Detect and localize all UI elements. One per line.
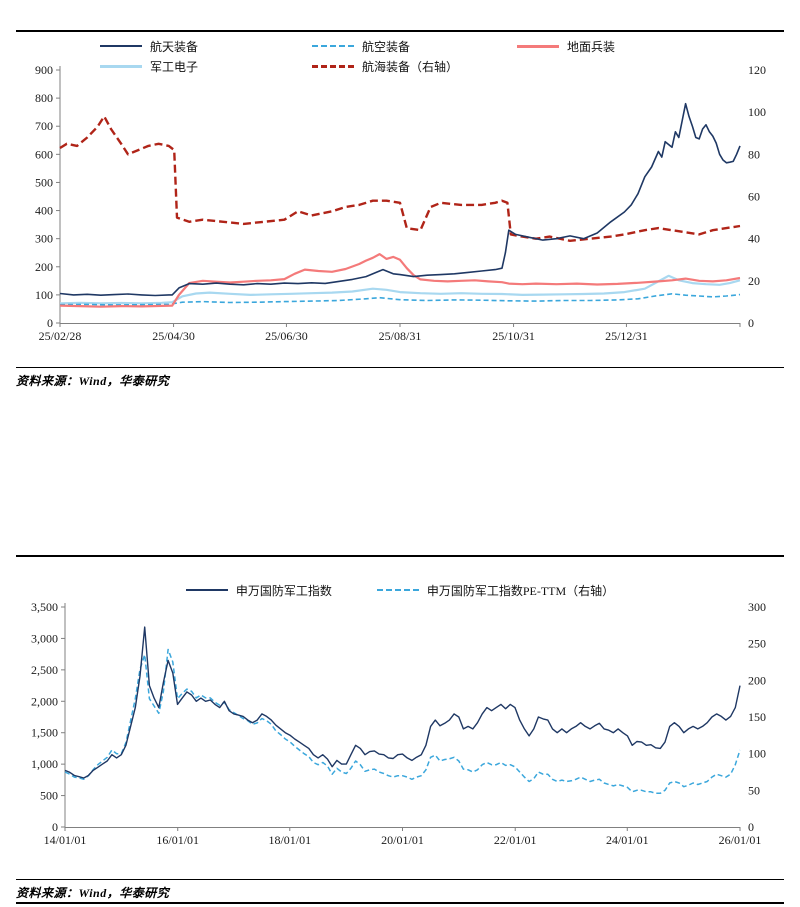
legend-swatch-defense-electronics [100,64,142,68]
legend-label-aviation-equipment: 航空装备 [362,39,411,54]
left-axis-tick-label: 300 [35,232,53,246]
x-axis-tick-label: 26/01/01 [719,833,762,847]
left-axis-tick-label: 100 [35,288,53,302]
source-note-2: 资料来源：Wind，华泰研究 [16,886,170,900]
sector-chart-legend: 航天装备 航空装备 地面兵装军工电子 航海装备（右轴） [100,36,740,76]
x-axis-tick-label: 22/01/01 [494,833,537,847]
legend-label-ground-armaments: 地面兵装 [567,39,616,54]
x-axis-tick-label: 20/01/01 [381,833,424,847]
legend-item-sw-defense-index-pe-ttm: 申万国防军工指数PE-TTM（右轴） [376,580,615,600]
legend-swatch-aviation-equipment [312,45,354,47]
legend-item-ground-armaments: 地面兵装 [517,36,717,56]
series-line-sw-defense-index [64,626,741,779]
left-axis-tick-label: 500 [35,175,53,189]
index-pe-chart-canvas: 0 500 1,000 1,500 2,000 2,500 3,000 3,500 0 50 100… [31,600,766,847]
legend-label-sw-defense-index: 申万国防军工指数 [235,583,332,598]
series-line-naval-equipment [59,115,741,243]
x-axis-tick-label: 24/01/01 [606,833,649,847]
left-axis-tick-label: 2,500 [31,663,58,677]
right-axis-tick-label: 150 [748,710,766,724]
legend-swatch-sw-defense-index [185,589,228,591]
right-axis-tick-label: 0 [748,316,754,330]
left-axis-tick-label: 700 [35,119,53,133]
legend-label-naval-equipment: 航海装备（右轴） [362,59,459,74]
x-axis-tick-label: 18/01/01 [268,833,311,847]
legend-swatch-ground-armaments [517,44,559,48]
series-line-aerospace-equipment [59,102,741,297]
x-axis-tick-label: 16/01/01 [156,833,199,847]
left-axis-tick-label: 800 [35,91,53,105]
series-line-aviation-equipment [59,292,741,306]
defense-index-pe-chart: 0 500 1,000 1,500 2,000 2,500 3,000 3,500 0 50 100… [0,560,800,870]
series-line-ground-armaments [59,253,741,308]
right-axis-tick-label: 300 [748,600,766,614]
divider-bottom [16,902,784,904]
x-axis-tick-label: 25/12/31 [605,329,648,343]
right-axis-tick-label: 80 [748,147,760,161]
right-axis-tick-label: 100 [748,747,766,761]
legend-label-defense-electronics: 军工电子 [150,59,199,74]
x-axis-tick-label: 25/04/30 [152,329,195,343]
right-axis-tick-label: 20 [748,274,760,288]
legend-item-aerospace-equipment: 航天装备 [100,36,312,56]
legend-item-naval-equipment: 航海装备（右轴） [312,56,517,76]
series-line-sw-defense-index-pe-ttm [64,648,741,795]
x-axis-tick-label: 25/06/30 [265,329,308,343]
right-axis-tick-label: 40 [748,232,760,246]
right-axis-tick-label: 200 [748,673,766,687]
x-axis-tick-label: 14/01/01 [44,833,87,847]
left-axis-tick-label: 1,500 [31,726,58,740]
divider-source-1 [16,367,784,368]
left-axis-tick-label: 1,000 [31,757,58,771]
divider-mid [16,555,784,557]
left-axis-tick-label: 2,000 [31,694,58,708]
index-pe-chart-legend: 申万国防军工指数 申万国防军工指数PE-TTM（右轴） [0,580,800,600]
right-axis-tick-label: 50 [748,783,760,797]
right-axis-tick-label: 250 [748,637,766,651]
legend-swatch-sw-defense-index-pe-ttm [376,589,419,591]
left-axis-tick-label: 3,500 [31,600,58,614]
left-axis-tick-label: 0 [52,820,58,834]
legend-item-defense-electronics: 军工电子 [100,56,312,76]
x-axis-tick-label: 25/10/31 [492,329,535,343]
legend-item-aviation-equipment: 航空装备 [312,36,517,56]
sector-equipment-index-chart: 0 100 200 300 400 500 600 700 800 900 0 20 40 60 80 100… [0,34,800,360]
divider-source-2 [16,879,784,880]
divider-top [16,30,784,32]
left-axis-tick-label: 400 [35,204,53,218]
sector-chart-canvas: 0 100 200 300 400 500 600 700 800 900 0 20 40 60 80 100… [35,63,766,343]
x-axis-tick-label: 25/08/31 [379,329,422,343]
right-axis-tick-label: 100 [748,105,766,119]
left-axis-tick-label: 500 [40,789,58,803]
right-axis-tick-label: 120 [748,63,766,77]
left-axis-tick-label: 900 [35,63,53,77]
right-axis-tick-label: 0 [748,820,754,834]
left-axis-tick-label: 200 [35,260,53,274]
legend-label-sw-defense-index-pe-ttm: 申万国防军工指数PE-TTM（右轴） [426,583,615,598]
source-note-1: 资料来源：Wind，华泰研究 [16,374,170,388]
x-axis-tick-label: 25/02/28 [39,329,82,343]
legend-swatch-aerospace-equipment [100,45,142,47]
legend-swatch-naval-equipment [312,64,354,68]
legend-item-sw-defense-index: 申万国防军工指数 [185,580,332,600]
legend-label-aerospace-equipment: 航天装备 [150,39,199,54]
left-axis-tick-label: 3,000 [31,631,58,645]
left-axis-tick-label: 0 [47,316,53,330]
left-axis-tick-label: 600 [35,147,53,161]
right-axis-tick-label: 60 [748,190,760,204]
